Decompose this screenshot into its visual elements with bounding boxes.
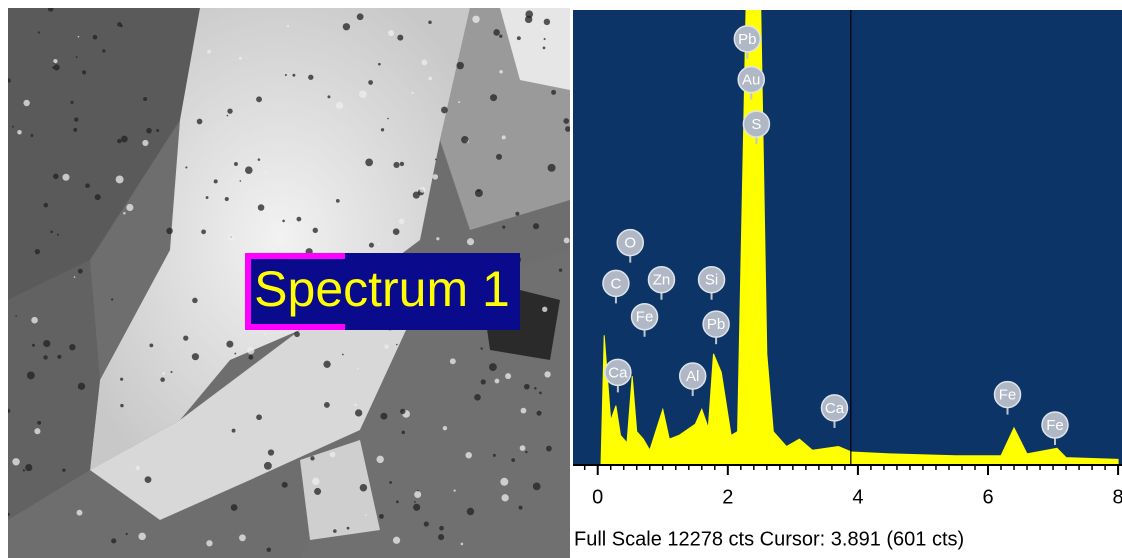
annotation-label: Pb (707, 316, 725, 333)
x-tick-label: 0 (592, 486, 603, 508)
annotation-label: Si (705, 272, 718, 289)
x-tick-label: 6 (982, 486, 993, 508)
annotation-label: Ca (608, 364, 628, 381)
annotation-label: C (611, 275, 622, 292)
x-tick-label: 4 (852, 486, 863, 508)
annotation-label: Al (686, 368, 699, 385)
figure: Spectrum 1 Pb Au S O C Zn Si Fe Pb Ca Al Ca Fe Fe 0 2 4… (0, 0, 1122, 558)
footer: Full Scale 12278 cts Cursor: 3.891 (601 … (574, 528, 964, 550)
label-accent (245, 253, 345, 259)
x-tick-label: 2 (722, 486, 733, 508)
label-accent (245, 324, 345, 330)
label-accent (245, 253, 251, 330)
x-tick-label: 8 (1113, 486, 1122, 508)
annotation-label: Pb (738, 31, 756, 48)
plot-area (573, 10, 1122, 465)
annotation-label: Fe (636, 309, 654, 326)
image-label: Spectrum 1 (254, 261, 510, 317)
annotation-label: S (751, 116, 761, 133)
annotation-label: Ca (825, 400, 845, 417)
annotation-label: O (624, 235, 636, 252)
annotation-label: Zn (653, 272, 671, 289)
annotation-label: Fe (999, 387, 1017, 404)
annotation-label: Au (742, 72, 760, 89)
page: Spectrum 1 Pb Au S O C Zn Si Fe Pb Ca Al Ca Fe Fe 0 2 4… (0, 0, 1122, 558)
annotation-label: Fe (1046, 417, 1064, 434)
